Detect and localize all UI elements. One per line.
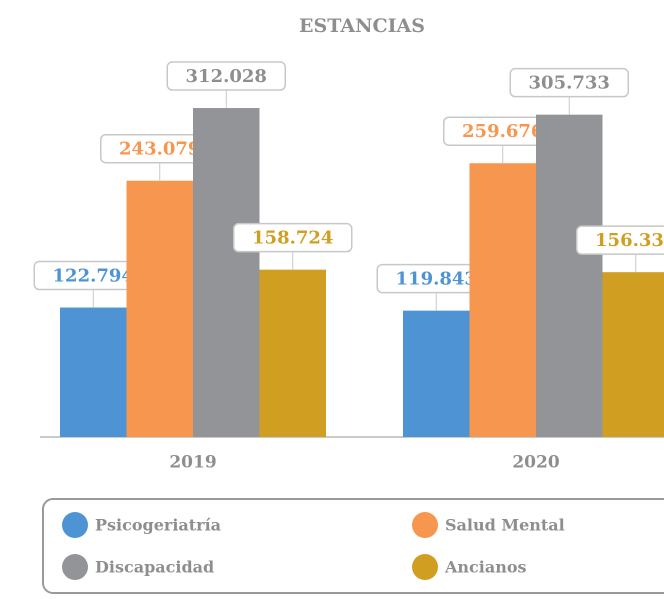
value-label: 158.724 xyxy=(252,228,333,249)
value-label: 305.733 xyxy=(529,73,610,94)
value-label: 156.330 xyxy=(595,230,664,251)
label-box xyxy=(576,225,664,255)
legend-label: Salud Mental xyxy=(445,516,565,535)
bar xyxy=(126,180,193,437)
value-label: 243.079 xyxy=(119,139,200,160)
bar xyxy=(469,163,536,438)
legend-swatch xyxy=(62,554,88,580)
bar xyxy=(602,272,664,437)
x-tick-label: 2020 xyxy=(512,453,559,473)
label-box xyxy=(233,222,353,253)
value-label: 259.676 xyxy=(462,121,543,142)
value-label: 122.794 xyxy=(53,266,134,287)
bar xyxy=(536,114,603,437)
label-box xyxy=(166,61,286,91)
label-box xyxy=(509,67,629,98)
legend-swatch xyxy=(62,512,88,538)
chart-title: ESTANCIAS xyxy=(299,15,425,37)
bar xyxy=(259,269,326,437)
legend-label: Ancianos xyxy=(444,558,527,577)
value-label: 119.843 xyxy=(396,269,477,290)
legend-box xyxy=(42,498,664,594)
value-label: 312.028 xyxy=(186,66,267,87)
bar xyxy=(60,307,127,437)
bar xyxy=(403,310,470,437)
legend-swatch xyxy=(412,512,438,538)
bar xyxy=(193,108,260,438)
legend-swatch xyxy=(412,554,438,580)
legend-label: Psicogeriatría xyxy=(95,516,221,535)
legend-label: Discapacidad xyxy=(95,558,214,577)
x-tick-label: 2019 xyxy=(169,453,216,473)
